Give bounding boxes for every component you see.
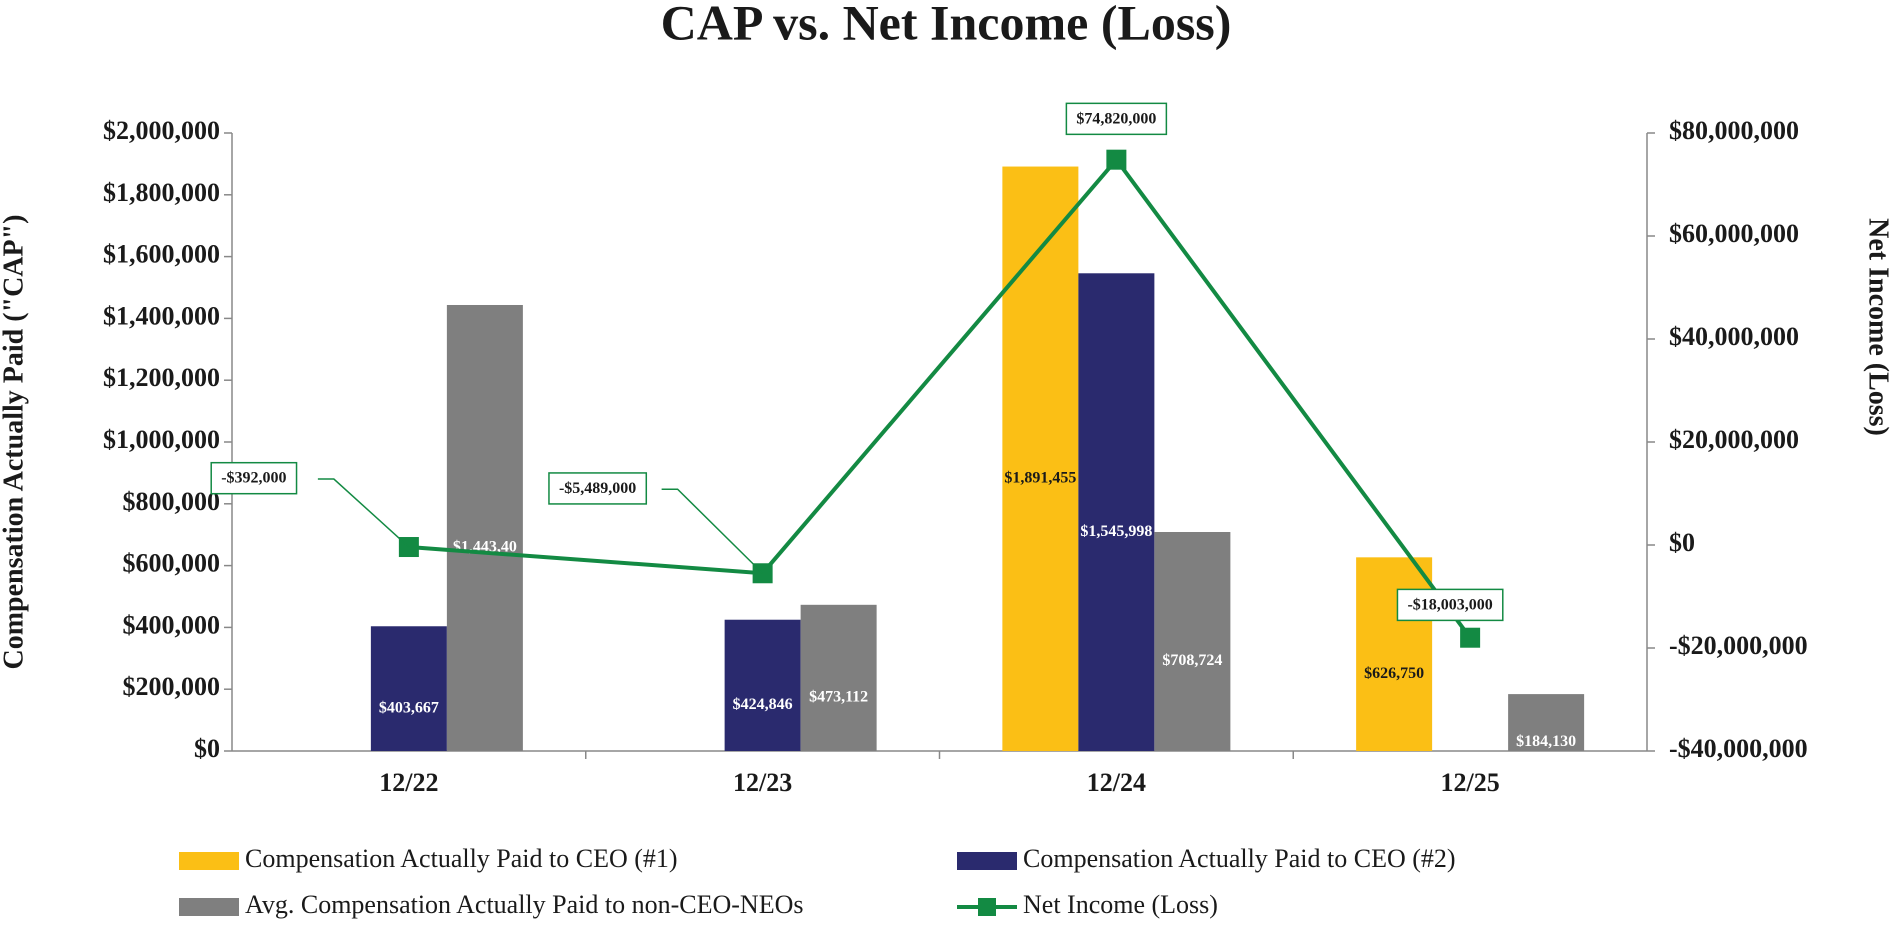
- leader-line: [661, 488, 764, 574]
- data-label: -$392,000: [221, 470, 286, 487]
- y2-tick-label: -$20,000,000: [1669, 631, 1808, 660]
- legend-marker: [978, 898, 996, 916]
- y-tick-label: $800,000: [123, 487, 221, 516]
- y2-tick-label: $20,000,000: [1669, 425, 1799, 454]
- legend-label: Compensation Actually Paid to CEO (#2): [1023, 844, 1456, 873]
- leader-line: [317, 478, 410, 548]
- y-tick-label: $1,000,000: [103, 425, 220, 454]
- bar: [1356, 557, 1433, 751]
- legend-swatch: [179, 852, 239, 870]
- bar: [1508, 694, 1585, 751]
- x-tick-label: 12/22: [379, 768, 438, 797]
- legend-swatch: [957, 852, 1017, 870]
- data-label-box: [1065, 102, 1168, 136]
- y-tick-label: $0: [194, 734, 220, 763]
- data-label: $424,846: [733, 696, 793, 713]
- data-label-box: [1396, 588, 1504, 622]
- legend-label: Compensation Actually Paid to CEO (#1): [245, 844, 678, 873]
- bar: [1002, 166, 1079, 751]
- data-label: $184,130: [1516, 733, 1576, 750]
- y-tick-label: $1,600,000: [103, 240, 220, 269]
- bar: [446, 304, 523, 751]
- line: [408, 156, 1472, 639]
- y2-tick-label: $40,000,000: [1669, 322, 1799, 351]
- data-label: -$5,489,000: [559, 480, 636, 497]
- y-tick-label: $1,200,000: [103, 363, 220, 392]
- y-tick-label: $400,000: [123, 610, 221, 639]
- bar: [800, 604, 877, 751]
- data-label: $626,750: [1364, 665, 1424, 682]
- y-tick-label: $600,000: [123, 549, 221, 578]
- y2-tick-label: $80,000,000: [1669, 116, 1799, 145]
- chart-title: CAP vs. Net Income (Loss): [661, 0, 1232, 50]
- data-label: $708,724: [1162, 652, 1222, 669]
- y-axis-label: Compensation Actually Paid ("CAP"): [0, 215, 29, 670]
- y2-tick-label: $60,000,000: [1669, 219, 1799, 248]
- y-tick-label: $2,000,000: [103, 116, 220, 145]
- bar: [370, 626, 447, 751]
- bar: [1078, 273, 1155, 751]
- x-tick-label: 12/24: [1087, 768, 1146, 797]
- data-label: $1,545,998: [1080, 523, 1152, 540]
- legend-label: Avg. Compensation Actually Paid to non-C…: [245, 890, 803, 919]
- x-tick-label: 12/23: [733, 768, 792, 797]
- line-marker: [1106, 149, 1127, 170]
- data-label: $473,112: [809, 689, 868, 706]
- data-label: $1,891,455: [1004, 469, 1076, 486]
- x-tick-label: 12/25: [1441, 768, 1500, 797]
- data-label-box: [548, 472, 648, 505]
- legend-swatch: [179, 898, 239, 916]
- data-label: $74,820,000: [1076, 110, 1156, 127]
- y2-tick-label: $0: [1669, 528, 1695, 557]
- data-label-box: [210, 461, 298, 495]
- line-marker: [1460, 627, 1481, 648]
- y2-axis-label: Net Income (Loss): [1863, 218, 1892, 436]
- y-tick-label: $1,800,000: [103, 178, 220, 207]
- bar: [1154, 532, 1231, 751]
- y-tick-label: $1,400,000: [103, 301, 220, 330]
- data-label: $403,667: [379, 699, 439, 716]
- bar: [724, 619, 801, 751]
- legend-label: Net Income (Loss): [1023, 890, 1218, 919]
- data-label: -$18,003,000: [1407, 596, 1492, 613]
- y-tick-label: $200,000: [123, 672, 221, 701]
- y2-tick-label: -$40,000,000: [1669, 734, 1808, 763]
